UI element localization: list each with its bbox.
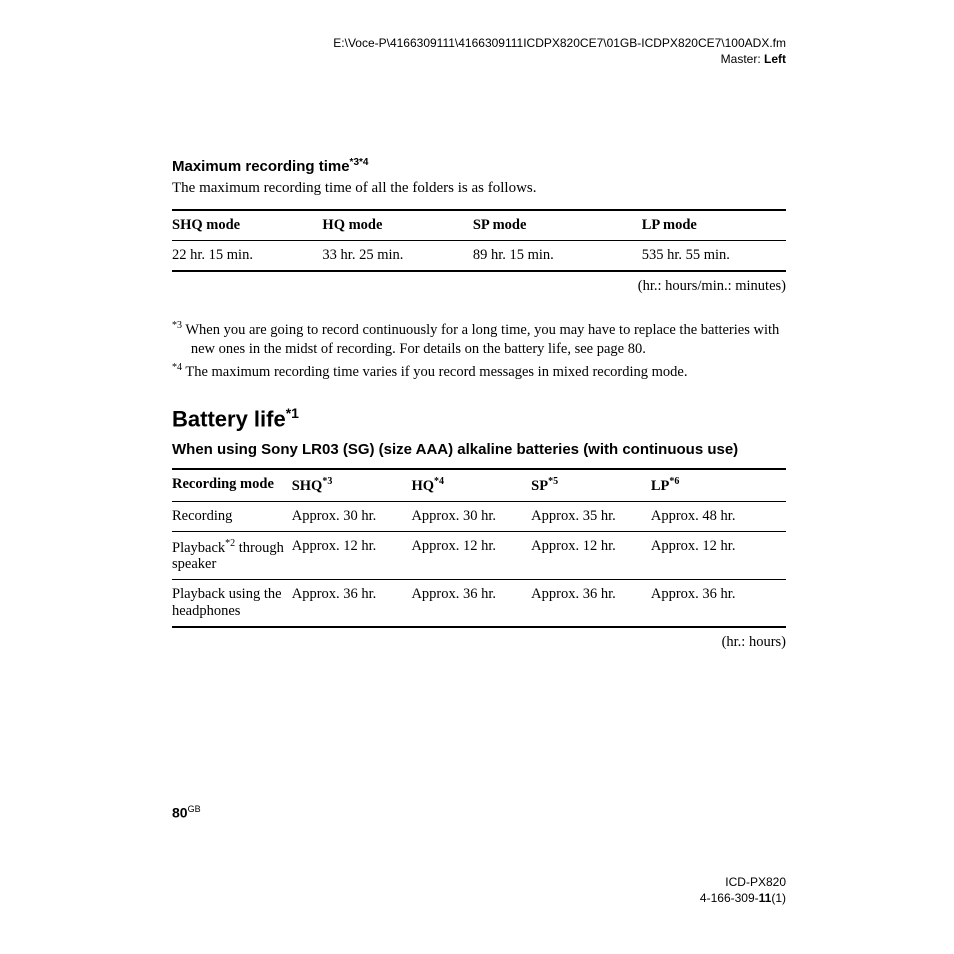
row-label: Playback using the headphones <box>172 580 292 628</box>
table-cell: 535 hr. 55 min. <box>642 241 786 272</box>
table-note-units: (hr.: hours) <box>172 634 786 651</box>
table-cell: Approx. 12 hr. <box>531 531 651 580</box>
footer-model: ICD-PX820 <box>725 875 786 889</box>
row-label: Playback*2 through speaker <box>172 531 292 580</box>
table-cell: Approx. 12 hr. <box>292 531 412 580</box>
footer-block: ICD-PX820 4-166-309-11(1) <box>700 874 786 906</box>
page-number: 80GB <box>172 804 201 821</box>
table-cell: Approx. 36 hr. <box>531 580 651 628</box>
max-recording-table: SHQ mode HQ mode SP mode LP mode 22 hr. … <box>172 209 786 272</box>
col-header: SHQ*3 <box>292 469 412 501</box>
table-cell: Approx. 30 hr. <box>411 501 531 531</box>
col-header: SP mode <box>473 210 642 241</box>
max-recording-intro: The maximum recording time of all the fo… <box>172 179 786 197</box>
col-header: LP mode <box>642 210 786 241</box>
footer-code-pre: 4-166-309- <box>700 891 759 905</box>
col-header: Recording mode <box>172 469 292 501</box>
table-cell: Approx. 12 hr. <box>411 531 531 580</box>
master-label: Master: <box>721 52 764 66</box>
table-cell: Approx. 48 hr. <box>651 501 786 531</box>
table-note-units: (hr.: hours/min.: minutes) <box>172 278 786 295</box>
col-header: HQ*4 <box>411 469 531 501</box>
row-label: Recording <box>172 501 292 531</box>
col-header: HQ mode <box>322 210 472 241</box>
file-path-text: E:\Voce-P\4166309111\4166309111ICDPX820C… <box>333 36 786 50</box>
col-header: LP*6 <box>651 469 786 501</box>
table-cell: Approx. 35 hr. <box>531 501 651 531</box>
col-header: SHQ mode <box>172 210 322 241</box>
footnote: *4 The maximum recording time varies if … <box>172 361 786 382</box>
table-cell: 33 hr. 25 min. <box>322 241 472 272</box>
footnote: *3 When you are going to record continuo… <box>172 319 786 359</box>
table-cell: Approx. 36 hr. <box>292 580 412 628</box>
table-cell: 22 hr. 15 min. <box>172 241 322 272</box>
footer-code-post: (1) <box>771 891 786 905</box>
table-cell: 89 hr. 15 min. <box>473 241 642 272</box>
table-cell: Approx. 36 hr. <box>651 580 786 628</box>
header-file-path: E:\Voce-P\4166309111\4166309111ICDPX820C… <box>172 36 786 67</box>
footer-code-bold: 11 <box>759 891 772 905</box>
battery-life-heading: Battery life*1 <box>172 405 786 432</box>
table-cell: Approx. 12 hr. <box>651 531 786 580</box>
table-cell: Approx. 36 hr. <box>411 580 531 628</box>
master-value: Left <box>764 52 786 66</box>
battery-life-subheading: When using Sony LR03 (SG) (size AAA) alk… <box>172 441 786 458</box>
max-recording-heading: Maximum recording time*3*4 <box>172 157 786 175</box>
table-cell: Approx. 30 hr. <box>292 501 412 531</box>
col-header: SP*5 <box>531 469 651 501</box>
battery-life-table: Recording mode SHQ*3 HQ*4 SP*5 LP*6 Reco… <box>172 468 786 629</box>
